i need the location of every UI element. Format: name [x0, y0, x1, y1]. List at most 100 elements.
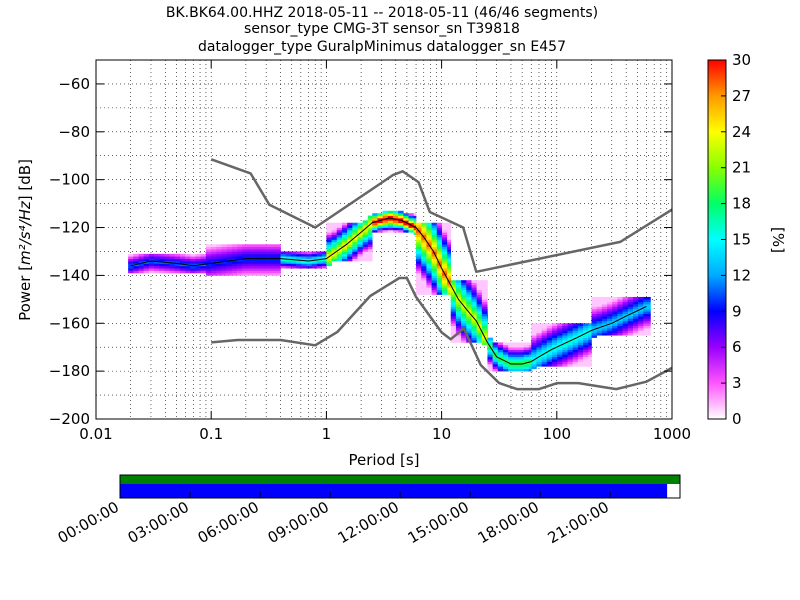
- heatmap-cell: [627, 304, 634, 307]
- heatmap-cell: [513, 342, 519, 346]
- heatmap-cell: [502, 342, 509, 346]
- heatmap-cell: [372, 229, 378, 233]
- heatmap-cell: [632, 299, 639, 303]
- heatmap-cell: [632, 318, 639, 322]
- heatmap-cell: [326, 241, 332, 245]
- heatmap-cell: [502, 356, 509, 360]
- heatmap-cell: [546, 328, 553, 331]
- heatmap-cell: [408, 229, 415, 233]
- heatmap-cell: [572, 351, 579, 355]
- heatmap-cell: [138, 258, 144, 262]
- heatmap-cell: [336, 234, 343, 238]
- heatmap-cell: [290, 253, 297, 257]
- heatmap-cell: [622, 316, 629, 319]
- heatmap-cell: [487, 294, 488, 298]
- heatmap-cell: [408, 222, 415, 226]
- heatmap-cell: [546, 340, 553, 343]
- heatmap-cell: [367, 253, 373, 257]
- heatmap-cell: [221, 253, 227, 257]
- heatmap-cell: [450, 328, 457, 331]
- heatmap-cell: [577, 337, 584, 341]
- heatmap-cell: [221, 273, 227, 276]
- heatmap-cell: [471, 316, 477, 319]
- heatmap-cell: [551, 356, 558, 360]
- nhnm-line: [210, 158, 672, 274]
- heatmap-cell: [341, 258, 348, 262]
- heatmap-cell: [347, 234, 353, 238]
- heatmap-cell: [426, 270, 432, 274]
- heatmap-cell: [316, 256, 323, 259]
- heatmap-cell: [372, 225, 378, 228]
- heatmap-cell: [138, 265, 144, 269]
- heatmap-cell: [413, 229, 417, 233]
- heatmap-cell: [487, 363, 493, 367]
- heatmap-cell: [362, 244, 369, 247]
- heatmap-cell: [461, 294, 467, 298]
- heatmap-cell: [326, 253, 332, 257]
- heatmap-cell: [455, 301, 462, 305]
- heatmap-cell: [205, 268, 212, 271]
- heatmap-cell: [128, 263, 134, 267]
- heatmap-cell: [476, 316, 483, 319]
- heatmap-cell: [643, 325, 649, 329]
- heatmap-cell: [226, 268, 233, 271]
- heatmap-cell: [536, 328, 542, 331]
- heatmap-cell: [431, 282, 438, 286]
- heatmap-cell: [331, 232, 338, 236]
- heatmap-cell: [577, 361, 584, 365]
- heatmap-cell: [247, 268, 253, 271]
- heatmap-cell: [612, 301, 618, 305]
- heatmap-cell: [541, 337, 548, 341]
- heatmap-cell: [487, 354, 493, 358]
- heatmap-cell: [357, 258, 363, 262]
- heatmap-cell: [562, 323, 568, 326]
- heatmap-cell: [431, 232, 438, 236]
- heatmap-cell: [476, 320, 483, 324]
- heatmap-cell: [426, 287, 432, 291]
- heatmap-cell: [331, 222, 338, 226]
- heatmap-cell: [408, 227, 415, 231]
- x-tick-label: 0.1: [199, 425, 223, 443]
- heatmap-cell: [612, 328, 618, 331]
- heatmap-cell: [311, 253, 318, 257]
- heatmap-cell: [487, 306, 488, 310]
- heatmap-cell: [336, 256, 343, 259]
- timeline-tick-label: 00:00:00: [55, 498, 122, 547]
- heatmap-cell: [567, 363, 574, 367]
- heatmap-cell: [195, 258, 201, 262]
- heatmap-cell: [441, 261, 448, 264]
- heatmap-cell: [643, 328, 649, 331]
- heatmap-cell: [481, 280, 488, 283]
- heatmap-cell: [551, 332, 558, 336]
- heatmap-cell: [382, 229, 389, 233]
- heatmap-cell: [362, 239, 369, 243]
- heatmap-cell: [502, 359, 509, 362]
- heatmap-cell: [290, 263, 297, 267]
- heatmap-cell: [583, 351, 589, 355]
- heatmap-cell: [601, 301, 608, 305]
- heatmap-cell: [273, 265, 279, 269]
- heatmap-cell: [268, 244, 274, 247]
- heatmap-cell: [583, 356, 589, 360]
- heatmap-cell: [372, 222, 378, 226]
- heatmap-cell: [466, 289, 472, 293]
- heatmap-cell: [481, 320, 488, 324]
- heatmap-cell: [296, 253, 302, 257]
- mode-psd-line: [130, 217, 647, 365]
- heatmap-cell: [148, 256, 155, 259]
- heatmap-cell: [211, 273, 217, 276]
- heatmap-cell: [336, 227, 343, 231]
- heatmap-cell: [421, 261, 427, 264]
- heatmap-cell: [562, 337, 568, 341]
- heatmap-cell: [627, 308, 634, 312]
- heatmap-cell: [607, 308, 613, 312]
- heatmap-cell: [632, 323, 639, 326]
- heatmap-cell: [607, 328, 613, 331]
- y-label-prefix: Power [: [16, 265, 34, 321]
- heatmap-cell: [596, 328, 603, 331]
- heatmap-cell: [262, 263, 269, 267]
- heatmap-cell: [362, 237, 369, 240]
- heatmap-cell: [268, 261, 274, 264]
- heatmap-cell: [431, 287, 438, 291]
- heatmap-cell: [280, 265, 287, 269]
